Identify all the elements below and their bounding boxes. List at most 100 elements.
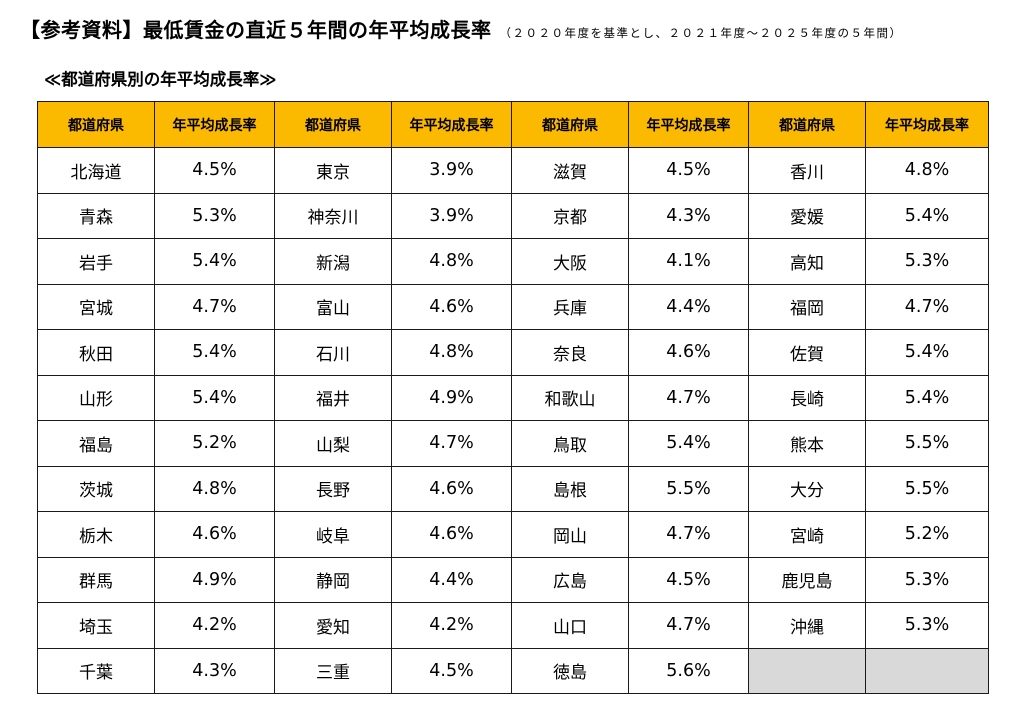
prefecture-cell: 岩手 <box>37 238 155 285</box>
rate-cell: 4.3% <box>154 647 275 694</box>
prefecture-cell: 栃木 <box>37 511 155 558</box>
rate-cell: 5.4% <box>154 329 275 376</box>
prefecture-cell: 熊本 <box>748 420 866 467</box>
table-row: 宮城 4.7% 富山 4.6% 兵庫 4.4% 福岡 4.7% <box>37 283 989 330</box>
prefecture-cell: 兵庫 <box>511 283 629 330</box>
prefecture-cell: 岡山 <box>511 511 629 558</box>
rate-cell: 5.4% <box>865 329 989 376</box>
rate-cell: 4.5% <box>628 556 749 603</box>
prefecture-cell: 福岡 <box>748 283 866 330</box>
rate-cell: 4.2% <box>391 602 512 649</box>
table-row: 青森 5.3% 神奈川 3.9% 京都 4.3% 愛媛 5.4% <box>37 192 989 239</box>
prefecture-cell: 山口 <box>511 602 629 649</box>
prefecture-cell: 鳥取 <box>511 420 629 467</box>
rate-cell: 4.7% <box>154 283 275 330</box>
prefecture-cell: 奈良 <box>511 329 629 376</box>
prefecture-cell: 和歌山 <box>511 374 629 421</box>
prefecture-cell: 愛知 <box>274 602 392 649</box>
column-header-rate: 年平均成長率 <box>391 101 512 148</box>
column-header-prefecture: 都道府県 <box>274 101 392 148</box>
rate-cell: 5.4% <box>865 374 989 421</box>
prefecture-cell: 新潟 <box>274 238 392 285</box>
table-row: 岩手 5.4% 新潟 4.8% 大阪 4.1% 高知 5.3% <box>37 238 989 285</box>
prefecture-cell: 佐賀 <box>748 329 866 376</box>
prefecture-cell: 岐阜 <box>274 511 392 558</box>
empty-cell <box>865 647 989 694</box>
rate-cell: 5.2% <box>154 420 275 467</box>
rate-cell: 4.2% <box>154 602 275 649</box>
rate-cell: 5.5% <box>865 420 989 467</box>
prefecture-cell: 三重 <box>274 647 392 694</box>
document-title-row: 【参考資料】最低賃金の直近５年間の年平均成長率 （２０２０年度を基準とし、２０２１… <box>20 14 903 43</box>
prefecture-cell: 宮城 <box>37 283 155 330</box>
prefecture-cell: 茨城 <box>37 465 155 512</box>
table-row: 茨城 4.8% 長野 4.6% 島根 5.5% 大分 5.5% <box>37 465 989 512</box>
rate-cell: 5.4% <box>865 192 989 239</box>
section-heading: ≪都道府県別の年平均成長率≫ <box>44 70 277 89</box>
rate-cell: 4.7% <box>628 511 749 558</box>
prefecture-cell: 長野 <box>274 465 392 512</box>
rate-cell: 4.7% <box>391 420 512 467</box>
rate-cell: 4.5% <box>154 147 275 194</box>
rate-cell: 5.4% <box>628 420 749 467</box>
prefecture-cell: 長崎 <box>748 374 866 421</box>
table-row: 埼玉 4.2% 愛知 4.2% 山口 4.7% 沖縄 5.3% <box>37 602 989 649</box>
prefecture-cell: 埼玉 <box>37 602 155 649</box>
prefecture-cell: 広島 <box>511 556 629 603</box>
document-subtitle: （２０２０年度を基準とし、２０２１年度〜２０２５年度の５年間） <box>499 26 903 40</box>
table-row: 山形 5.4% 福井 4.9% 和歌山 4.7% 長崎 5.4% <box>37 374 989 421</box>
rate-cell: 4.7% <box>865 283 989 330</box>
table-header-row: 都道府県 年平均成長率 都道府県 年平均成長率 都道府県 年平均成長率 都道府県 年平均成長率 <box>37 101 989 148</box>
rate-cell: 4.3% <box>628 192 749 239</box>
rate-cell: 4.9% <box>391 374 512 421</box>
prefecture-cell: 宮崎 <box>748 511 866 558</box>
table-row: 北海道 4.5% 東京 3.9% 滋賀 4.5% 香川 4.8% <box>37 147 989 194</box>
prefecture-cell: 愛媛 <box>748 192 866 239</box>
rate-cell: 4.8% <box>391 329 512 376</box>
rate-cell: 5.5% <box>865 465 989 512</box>
table-row: 群馬 4.9% 静岡 4.4% 広島 4.5% 鹿児島 5.3% <box>37 556 989 603</box>
column-header-rate: 年平均成長率 <box>865 101 989 148</box>
prefecture-cell: 福島 <box>37 420 155 467</box>
prefecture-cell: 青森 <box>37 192 155 239</box>
prefecture-cell: 秋田 <box>37 329 155 376</box>
table-row: 栃木 4.6% 岐阜 4.6% 岡山 4.7% 宮崎 5.2% <box>37 511 989 558</box>
prefecture-cell: 高知 <box>748 238 866 285</box>
column-header-prefecture: 都道府県 <box>511 101 629 148</box>
prefecture-cell: 北海道 <box>37 147 155 194</box>
prefecture-cell: 福井 <box>274 374 392 421</box>
rate-cell: 4.4% <box>628 283 749 330</box>
column-header-rate: 年平均成長率 <box>154 101 275 148</box>
prefecture-cell: 島根 <box>511 465 629 512</box>
prefecture-cell: 香川 <box>748 147 866 194</box>
table-row: 福島 5.2% 山梨 4.7% 鳥取 5.4% 熊本 5.5% <box>37 420 989 467</box>
document-title: 【参考資料】最低賃金の直近５年間の年平均成長率 <box>20 18 492 42</box>
prefecture-cell: 石川 <box>274 329 392 376</box>
prefecture-cell: 徳島 <box>511 647 629 694</box>
rate-cell: 5.3% <box>865 556 989 603</box>
prefecture-cell: 大阪 <box>511 238 629 285</box>
table-body: 北海道 4.5% 東京 3.9% 滋賀 4.5% 香川 4.8% 青森 5.3% 神奈川 3.9% 京都… <box>37 147 989 694</box>
column-header-prefecture: 都道府県 <box>37 101 155 148</box>
rate-cell: 4.6% <box>391 465 512 512</box>
rate-cell: 5.3% <box>865 238 989 285</box>
rate-cell: 4.6% <box>391 511 512 558</box>
rate-cell: 4.5% <box>628 147 749 194</box>
prefecture-cell: 鹿児島 <box>748 556 866 603</box>
prefecture-cell: 静岡 <box>274 556 392 603</box>
column-header-rate: 年平均成長率 <box>628 101 749 148</box>
rate-cell: 4.8% <box>865 147 989 194</box>
rate-cell: 4.9% <box>154 556 275 603</box>
growth-rate-table: 都道府県 年平均成長率 都道府県 年平均成長率 都道府県 年平均成長率 都道府県 年平均成長率… <box>37 101 989 694</box>
rate-cell: 3.9% <box>391 147 512 194</box>
rate-cell: 4.4% <box>391 556 512 603</box>
prefecture-cell: 大分 <box>748 465 866 512</box>
table-row: 千葉 4.3% 三重 4.5% 徳島 5.6% <box>37 647 989 694</box>
prefecture-cell: 群馬 <box>37 556 155 603</box>
prefecture-cell: 千葉 <box>37 647 155 694</box>
rate-cell: 4.8% <box>391 238 512 285</box>
prefecture-cell: 東京 <box>274 147 392 194</box>
rate-cell: 4.6% <box>628 329 749 376</box>
prefecture-cell: 山梨 <box>274 420 392 467</box>
rate-cell: 5.3% <box>154 192 275 239</box>
